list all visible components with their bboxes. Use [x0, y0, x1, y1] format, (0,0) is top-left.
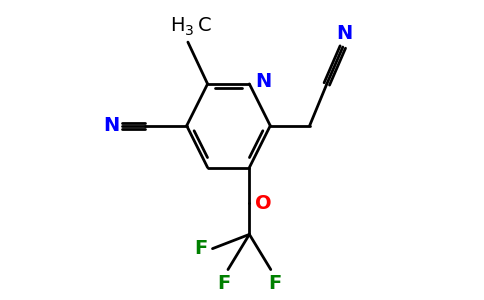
- Text: N: N: [104, 116, 120, 135]
- Text: N: N: [255, 72, 271, 92]
- Text: F: F: [269, 274, 282, 293]
- Text: 3: 3: [185, 24, 194, 38]
- Text: N: N: [336, 24, 352, 43]
- Text: F: F: [194, 239, 207, 258]
- Text: H: H: [170, 16, 184, 35]
- Text: O: O: [255, 194, 272, 213]
- Text: F: F: [217, 274, 230, 293]
- Text: C: C: [198, 16, 212, 35]
